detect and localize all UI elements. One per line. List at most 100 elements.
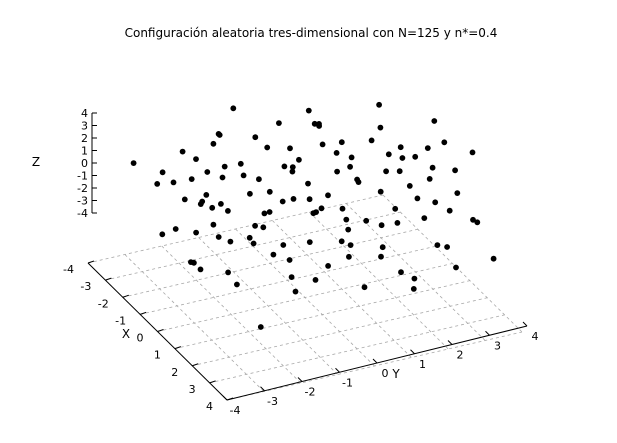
- data-point: [179, 148, 186, 155]
- data-point: [399, 155, 406, 161]
- data-point: [252, 222, 258, 229]
- data-point: [215, 234, 222, 240]
- data-point: [281, 163, 288, 170]
- grid-line-y: [272, 220, 412, 358]
- data-point: [159, 231, 166, 238]
- y-tick-mark: [335, 367, 340, 373]
- data-point: [296, 156, 302, 163]
- z-tick-label: 3: [81, 120, 88, 133]
- z-tick-label: -4: [77, 207, 88, 220]
- data-point: [453, 264, 459, 271]
- y-tick-label: 1: [419, 358, 426, 371]
- data-point: [444, 244, 450, 250]
- y-tick-mark: [260, 386, 265, 392]
- data-point: [261, 210, 268, 217]
- data-point: [311, 120, 318, 127]
- data-point: [219, 174, 226, 181]
- data-point: [421, 215, 428, 222]
- data-point: [266, 188, 273, 195]
- grid-line-y: [161, 245, 302, 384]
- x-tick-label: -1: [115, 314, 126, 327]
- data-point: [452, 167, 458, 174]
- data-point: [203, 192, 210, 198]
- data-point: [432, 199, 439, 206]
- data-point: [227, 238, 234, 245]
- y-tick-label: 4: [532, 330, 539, 343]
- data-point: [252, 134, 259, 141]
- data-point: [154, 181, 161, 187]
- x-tick-label: -2: [98, 297, 109, 310]
- data-point: [385, 151, 392, 158]
- z-tick-label: 4: [81, 107, 88, 120]
- data-point: [316, 123, 322, 129]
- data-point: [257, 324, 264, 330]
- y-tick-label: 3: [494, 339, 501, 352]
- data-point: [325, 192, 331, 199]
- data-point: [378, 222, 385, 229]
- data-point: [230, 105, 237, 112]
- z-tick-label: -3: [77, 195, 88, 208]
- data-point: [193, 156, 199, 163]
- x-tick-mark: [139, 311, 147, 315]
- data-point: [347, 163, 353, 170]
- data-point: [424, 145, 431, 152]
- x-axis-label: X: [122, 327, 130, 341]
- data-point: [431, 118, 438, 124]
- data-point: [159, 169, 166, 176]
- data-point: [348, 154, 355, 161]
- y-tick-mark: [222, 395, 228, 401]
- data-point: [470, 216, 476, 223]
- data-point: [288, 274, 295, 280]
- data-point: [199, 198, 206, 205]
- grid-line-y: [382, 194, 523, 333]
- data-point: [305, 180, 311, 187]
- x-tick-mark: [174, 346, 182, 350]
- data-point: [368, 137, 375, 144]
- grid-line-y: [198, 237, 338, 375]
- chart-title: Configuración aleatoria tres-dimensional…: [125, 26, 498, 40]
- data-point: [355, 179, 362, 186]
- data-point: [264, 144, 271, 151]
- data-point: [334, 168, 340, 175]
- data-point: [221, 163, 228, 170]
- data-point: [392, 205, 399, 212]
- data-point: [130, 160, 137, 167]
- data-point: [279, 198, 286, 205]
- axes: [87, 112, 528, 401]
- data-point: [383, 168, 389, 175]
- y-tick-label: 2: [457, 349, 464, 362]
- y-tick-mark: [522, 321, 528, 327]
- y-tick-mark: [297, 377, 303, 382]
- data-point: [209, 204, 216, 211]
- data-point: [313, 209, 319, 216]
- data-point: [414, 195, 421, 202]
- data-point: [397, 144, 404, 151]
- grid-line-x: [174, 280, 470, 350]
- x-tick-mark: [209, 380, 216, 384]
- data-point: [325, 263, 331, 269]
- x-tick-label: -4: [63, 263, 74, 276]
- data-point: [260, 224, 267, 231]
- data-point: [406, 183, 413, 189]
- data-point: [312, 277, 319, 283]
- x-tick-label: 1: [154, 349, 161, 362]
- data-point: [411, 275, 418, 282]
- x-tick-mark: [157, 329, 164, 332]
- data-point: [338, 238, 345, 245]
- data-point: [247, 190, 253, 197]
- data-points: [130, 101, 497, 330]
- z-tick-label: 1: [81, 145, 88, 158]
- data-point: [346, 253, 352, 260]
- data-point: [426, 176, 433, 182]
- x-tick-mark: [105, 277, 112, 281]
- data-point: [287, 145, 293, 152]
- grid-line-y: [308, 211, 449, 350]
- data-point: [338, 139, 345, 146]
- data-point: [343, 216, 350, 223]
- data-point: [225, 208, 231, 214]
- data-point: [339, 205, 346, 212]
- grid-line-y: [235, 228, 375, 367]
- data-point: [290, 196, 297, 202]
- y-tick-label: 0: [382, 367, 389, 380]
